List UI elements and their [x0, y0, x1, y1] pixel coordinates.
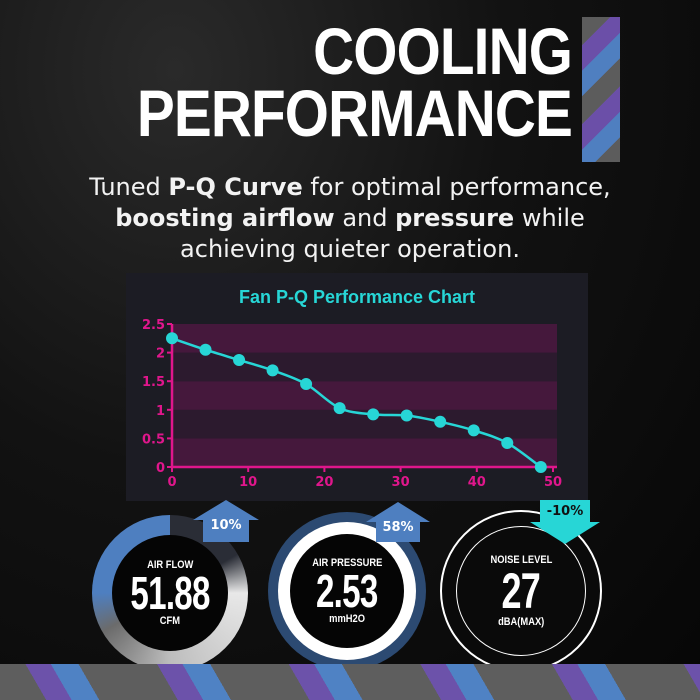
- subtitle-text: for optimal performance,: [302, 173, 611, 201]
- gauge-label: AIR FLOW: [146, 559, 194, 571]
- gauge-value: 51.88: [130, 567, 210, 619]
- gauge-label: AIR PRESSURE: [311, 557, 383, 569]
- svg-text:40: 40: [468, 475, 486, 490]
- decorative-bottom-stripes: [0, 664, 700, 700]
- change-badge: 58%: [382, 520, 414, 535]
- svg-text:1: 1: [156, 404, 165, 419]
- decorative-stripe-bar: [582, 17, 620, 162]
- gauge-unit: CFM: [159, 615, 181, 627]
- subtitle-text: and: [334, 204, 396, 232]
- gauge-unit: dBA(MAX): [497, 616, 545, 628]
- chart-title: Fan P-Q Performance Chart: [238, 287, 476, 307]
- subtitle-bold: boosting airflow: [115, 204, 335, 232]
- subtitle-bold: pressure: [395, 204, 515, 232]
- svg-text:2.5: 2.5: [142, 318, 165, 333]
- svg-text:1.5: 1.5: [142, 375, 165, 390]
- gauge-value: 27: [501, 563, 541, 619]
- pq-chart: 0 0.5 1 1.5 2 2.5 0 10 20 30 40 50: [142, 318, 562, 490]
- page-title: COOLING PERFORMANCE: [136, 14, 573, 150]
- subtitle-text: achieving quieter operation.: [180, 235, 520, 263]
- svg-text:0.5: 0.5: [142, 432, 165, 447]
- title-line-2: PERFORMANCE: [136, 76, 573, 150]
- pq-chart-panel: Fan P-Q Performance Chart 0 0.5 1 1.5 2 2.5 0 1…: [126, 273, 588, 501]
- change-badge: 10%: [210, 518, 242, 533]
- svg-text:2: 2: [156, 347, 165, 362]
- title-line-1: COOLING: [313, 14, 573, 88]
- gauge-label: NOISE LEVEL: [490, 554, 552, 566]
- svg-text:20: 20: [315, 475, 333, 490]
- arrow-up-icon: 58%: [366, 502, 430, 542]
- svg-text:30: 30: [392, 475, 410, 490]
- arrow-up-icon: 10%: [193, 500, 259, 542]
- svg-text:10: 10: [239, 475, 257, 490]
- subtitle-text: while: [514, 204, 585, 232]
- subtitle-bold: P-Q Curve: [168, 173, 303, 201]
- svg-text:0: 0: [167, 475, 176, 490]
- change-badge: -10%: [546, 504, 584, 519]
- subtitle: Tuned P-Q Curve for optimal performance,…: [0, 172, 700, 265]
- gauge-unit: mmH2O: [329, 613, 365, 625]
- subtitle-text: Tuned: [89, 173, 169, 201]
- gauge-value: 2.53: [316, 565, 378, 617]
- svg-text:0: 0: [156, 461, 165, 476]
- svg-text:50: 50: [544, 475, 562, 490]
- arrow-down-icon: -10%: [530, 500, 600, 544]
